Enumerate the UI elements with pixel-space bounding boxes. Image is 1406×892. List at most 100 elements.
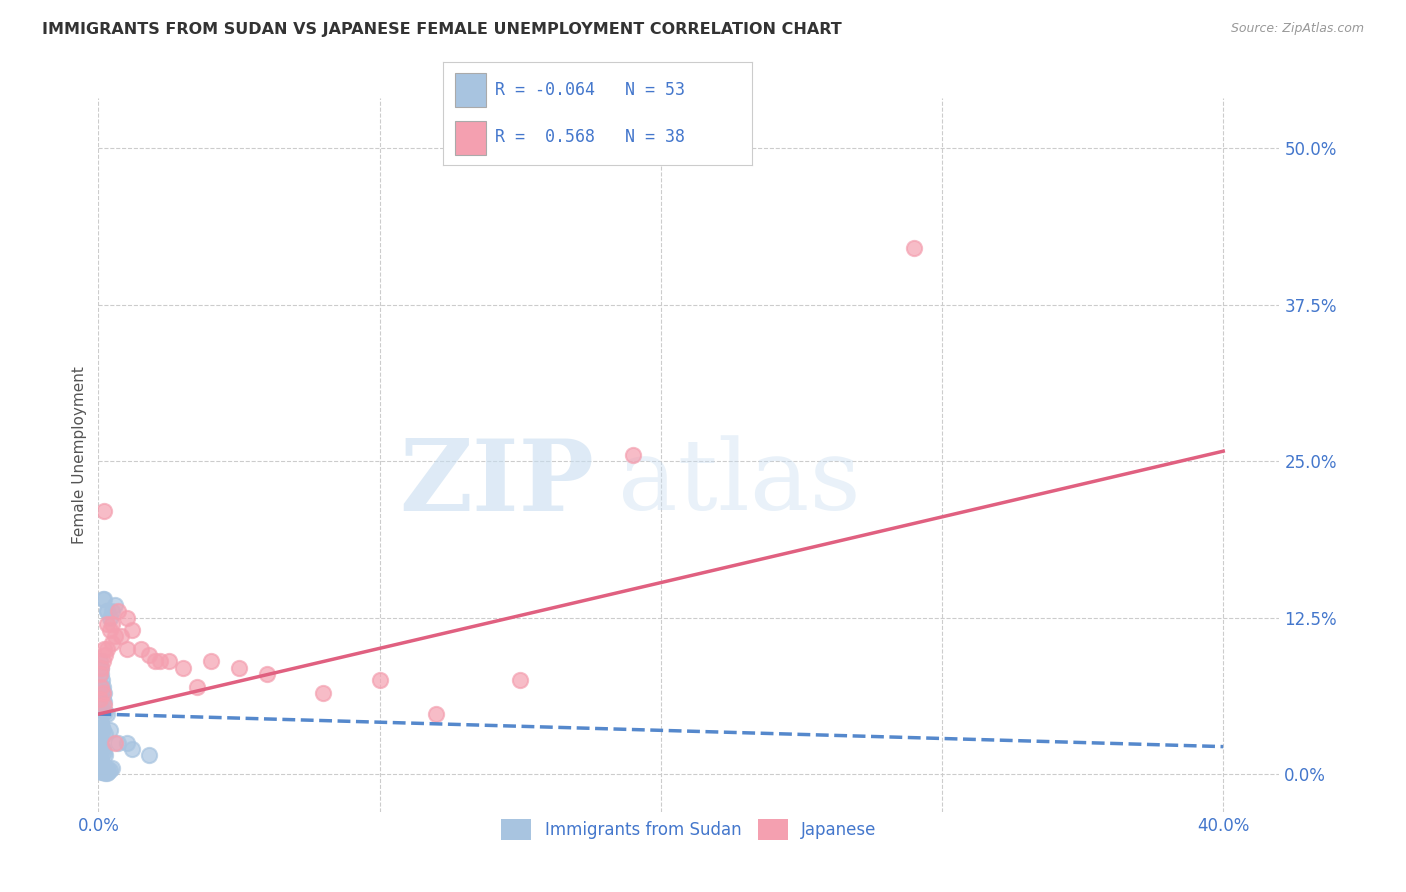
Point	[425, 707, 447, 722]
Point	[90, 714, 112, 729]
Point	[101, 761, 124, 775]
Text: ZIP: ZIP	[399, 435, 595, 532]
Point	[93, 764, 115, 779]
Text: Source: ZipAtlas.com: Source: ZipAtlas.com	[1230, 22, 1364, 36]
Point	[90, 757, 112, 772]
Point	[96, 616, 118, 631]
Point	[107, 604, 129, 618]
Point	[172, 661, 194, 675]
Point	[138, 748, 160, 763]
Point	[90, 673, 112, 688]
Point	[91, 680, 114, 694]
Point	[138, 648, 160, 663]
Point	[101, 636, 124, 650]
Point	[115, 736, 138, 750]
Point	[90, 667, 112, 681]
Point	[90, 752, 112, 766]
Point	[104, 630, 127, 644]
Point	[90, 686, 112, 700]
Point	[93, 761, 115, 775]
Point	[89, 764, 111, 778]
Point	[91, 655, 114, 669]
Point	[91, 742, 114, 756]
Point	[93, 723, 115, 738]
Point	[94, 748, 117, 763]
Point	[93, 698, 115, 713]
Point	[89, 667, 111, 681]
Point	[98, 623, 121, 637]
Point	[94, 765, 117, 780]
Point	[228, 661, 250, 675]
Point	[91, 686, 114, 700]
FancyBboxPatch shape	[456, 121, 486, 155]
Point	[96, 604, 118, 618]
Point	[509, 673, 531, 688]
Point	[90, 739, 112, 754]
Point	[115, 642, 138, 657]
Point	[115, 610, 138, 624]
Legend: Immigrants from Sudan, Japanese: Immigrants from Sudan, Japanese	[495, 813, 883, 847]
Point	[186, 680, 208, 694]
Text: R =  0.568   N = 38: R = 0.568 N = 38	[495, 128, 686, 145]
Point	[89, 717, 111, 731]
Point	[96, 642, 118, 657]
Point	[96, 707, 118, 722]
Point	[101, 616, 124, 631]
Point	[93, 642, 115, 657]
Point	[903, 241, 925, 255]
Y-axis label: Female Unemployment: Female Unemployment	[72, 366, 87, 544]
Text: R = -0.064   N = 53: R = -0.064 N = 53	[495, 80, 686, 99]
FancyBboxPatch shape	[456, 73, 486, 106]
Text: atlas: atlas	[619, 435, 860, 532]
Point	[90, 661, 112, 675]
Point	[89, 732, 111, 747]
Point	[93, 504, 115, 518]
Point	[93, 686, 115, 700]
Point	[93, 591, 115, 606]
Point	[94, 705, 117, 719]
Point	[149, 655, 172, 669]
Point	[90, 755, 112, 769]
Point	[621, 448, 644, 462]
Point	[90, 680, 112, 694]
Point	[107, 736, 129, 750]
Point	[96, 765, 118, 780]
Point	[91, 759, 114, 773]
Point	[157, 655, 180, 669]
Point	[90, 680, 112, 694]
Point	[93, 745, 115, 759]
Point	[98, 723, 121, 738]
Point	[256, 667, 278, 681]
Point	[98, 610, 121, 624]
Point	[93, 694, 115, 708]
Point	[104, 736, 127, 750]
Point	[101, 604, 124, 618]
Point	[90, 661, 112, 675]
Point	[104, 598, 127, 612]
Point	[89, 698, 111, 713]
Point	[90, 736, 112, 750]
Point	[89, 692, 111, 706]
Point	[90, 764, 112, 778]
Point	[98, 764, 121, 778]
Point	[94, 648, 117, 663]
Text: IMMIGRANTS FROM SUDAN VS JAPANESE FEMALE UNEMPLOYMENT CORRELATION CHART: IMMIGRANTS FROM SUDAN VS JAPANESE FEMALE…	[42, 22, 842, 37]
Point	[93, 761, 115, 775]
Point	[96, 761, 118, 775]
Point	[312, 686, 335, 700]
Point	[143, 655, 166, 669]
Point	[93, 727, 115, 741]
Point	[90, 764, 112, 779]
Point	[110, 630, 132, 644]
Point	[91, 692, 114, 706]
Point	[97, 764, 120, 779]
Point	[91, 591, 114, 606]
Point	[121, 742, 143, 756]
Point	[129, 642, 152, 657]
Point	[91, 764, 114, 779]
Point	[89, 655, 111, 669]
Point	[200, 655, 222, 669]
Point	[90, 720, 112, 734]
Point	[96, 604, 118, 618]
Point	[368, 673, 391, 688]
